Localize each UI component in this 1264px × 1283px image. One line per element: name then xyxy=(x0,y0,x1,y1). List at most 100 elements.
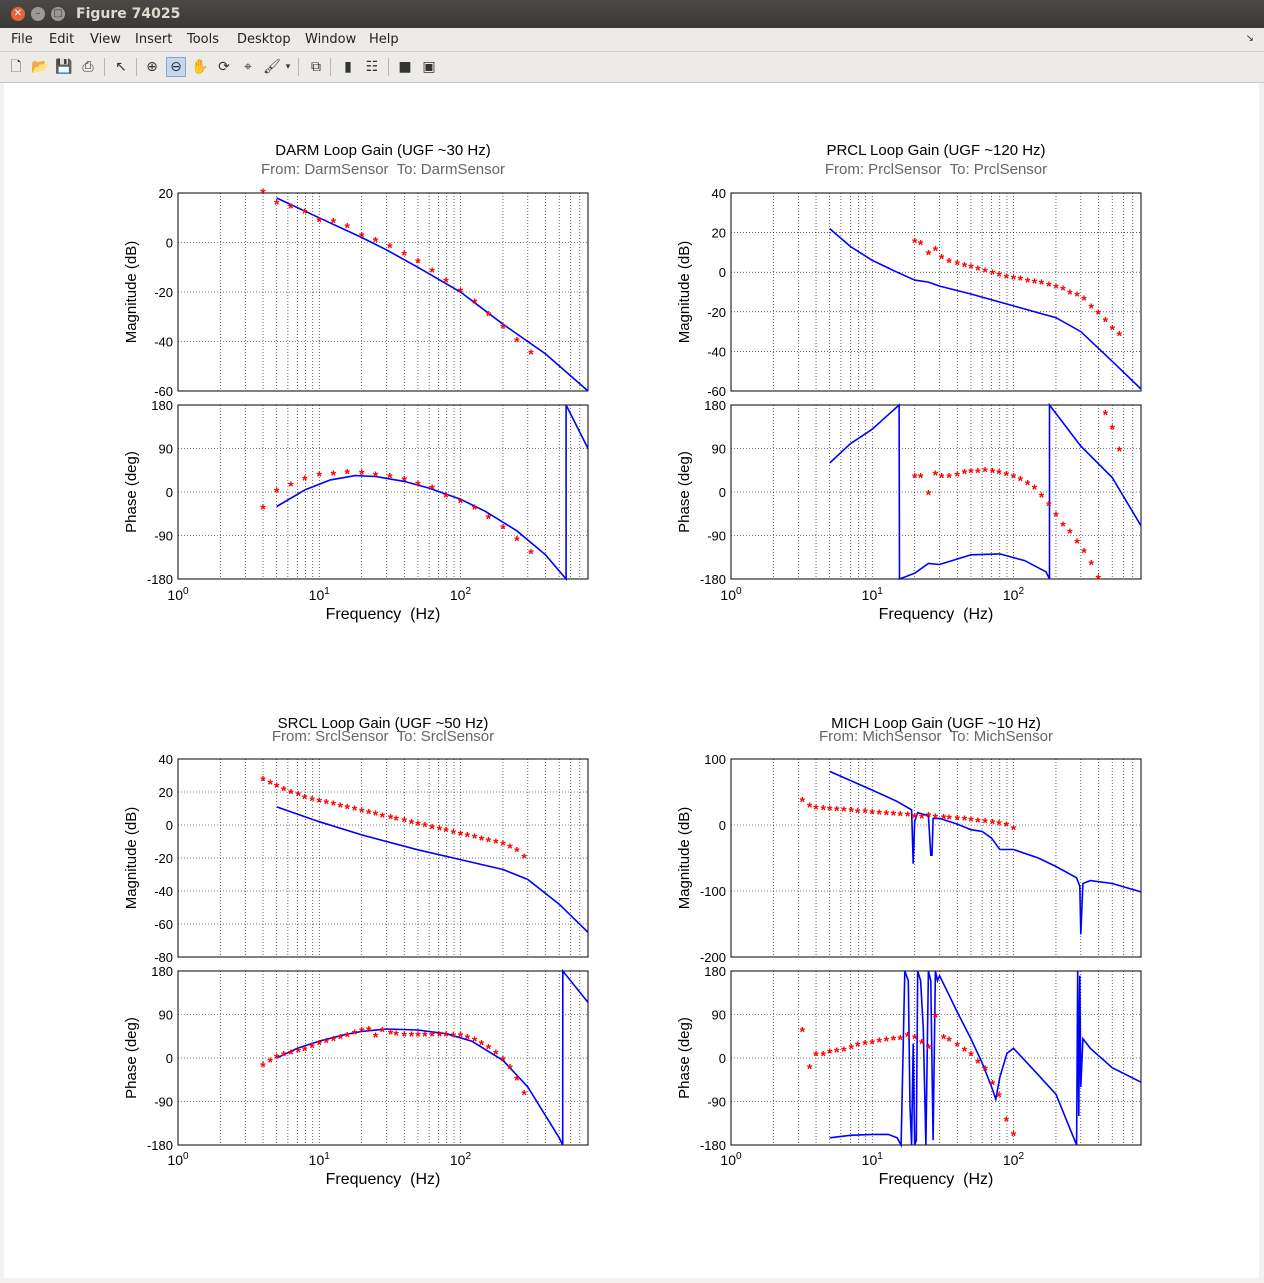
print-icon[interactable]: ⎙ xyxy=(82,59,94,75)
menu-view[interactable]: View xyxy=(90,32,121,47)
y-tick-label: 180 xyxy=(151,964,173,979)
measured-point: * xyxy=(366,1022,372,1038)
link-icon[interactable]: ⧉ xyxy=(311,59,321,75)
measured-point: * xyxy=(1067,525,1073,541)
menu-window[interactable]: Window xyxy=(305,32,357,47)
measured-point: * xyxy=(955,468,961,484)
measured-point: * xyxy=(268,776,274,792)
legend-icon[interactable]: ☷ xyxy=(365,59,379,75)
measured-point: * xyxy=(500,837,506,853)
measured-point: * xyxy=(1018,472,1024,488)
model-curve xyxy=(829,970,1142,1148)
measured-point: * xyxy=(891,807,897,823)
measured-point: * xyxy=(933,1009,939,1025)
measured-point: * xyxy=(933,467,939,483)
menu-desktop[interactable]: Desktop xyxy=(237,32,291,47)
measured-point: * xyxy=(422,1028,428,1044)
measured-point: * xyxy=(926,809,932,825)
pan-icon[interactable]: ✋ xyxy=(191,59,209,75)
measured-point: * xyxy=(919,810,925,826)
y-axis-label: Magnitude (dB) xyxy=(123,241,140,344)
measured-point: * xyxy=(409,815,415,831)
measured-point: * xyxy=(387,470,393,486)
pointer-icon[interactable]: ↖ xyxy=(115,59,127,75)
menu-edit[interactable]: Edit xyxy=(49,32,75,47)
rotate-icon[interactable]: ⟳ xyxy=(218,59,230,75)
maximize-window-icon[interactable]: □ xyxy=(51,7,65,21)
hide-plot-tools-icon[interactable]: ■ xyxy=(398,59,412,75)
measured-point: * xyxy=(443,274,449,290)
y-tick-label: 0 xyxy=(719,818,726,833)
measured-point: * xyxy=(996,1089,1002,1105)
measured-point: * xyxy=(288,786,294,802)
measured-point: * xyxy=(387,239,393,255)
measured-point: * xyxy=(302,472,308,488)
minimize-window-icon[interactable]: – xyxy=(31,7,45,21)
measured-point: * xyxy=(876,1034,882,1050)
measured-point: * xyxy=(402,472,408,488)
y-tick-label: 100 xyxy=(704,752,726,767)
measured-point: * xyxy=(281,1048,287,1064)
brush-dropdown-icon[interactable]: ▾ xyxy=(285,62,291,72)
y-tick-label: -20 xyxy=(707,305,726,320)
measured-point: * xyxy=(1081,292,1087,308)
measured-point: * xyxy=(345,1028,351,1044)
menu-bar: File Edit View Insert Tools Desktop Wind… xyxy=(0,28,1264,52)
x-tick-label: 102 xyxy=(450,586,472,603)
measured-point: * xyxy=(827,1045,833,1061)
measured-point: * xyxy=(1095,571,1101,587)
window-title: Figure 74025 xyxy=(76,6,181,22)
measured-point: * xyxy=(373,1029,379,1045)
measured-point: * xyxy=(500,320,506,336)
measured-point: * xyxy=(415,254,421,270)
model-curve xyxy=(276,197,589,392)
measured-point: * xyxy=(402,1028,408,1044)
measured-point: * xyxy=(493,1046,499,1062)
show-plot-tools-icon[interactable]: ▣ xyxy=(422,59,436,75)
measured-point: * xyxy=(288,200,294,216)
measured-point: * xyxy=(870,1036,876,1052)
y-tick-label: -80 xyxy=(154,950,173,965)
data-cursor-icon[interactable]: ⌖ xyxy=(244,59,252,75)
measured-point: * xyxy=(302,1042,308,1058)
measured-point: * xyxy=(260,772,266,788)
menu-file[interactable]: File xyxy=(11,32,33,47)
measured-point: * xyxy=(458,284,464,300)
y-tick-label: 0 xyxy=(166,485,173,500)
measured-point: * xyxy=(443,489,449,505)
brush-icon[interactable]: 🖌 xyxy=(263,59,281,75)
measured-point: * xyxy=(288,1046,294,1062)
y-tick-label: -40 xyxy=(154,335,173,350)
zoom-in-icon[interactable]: ⊕ xyxy=(146,59,158,75)
measured-point: * xyxy=(514,843,520,859)
measured-point: * xyxy=(352,802,358,818)
measured-point: * xyxy=(813,1048,819,1064)
measured-point: * xyxy=(422,819,428,835)
measured-point: * xyxy=(968,813,974,829)
measured-point: * xyxy=(912,1031,918,1047)
colorbar-icon[interactable]: ▮ xyxy=(344,59,352,75)
close-window-icon[interactable]: ✕ xyxy=(11,7,25,21)
measured-point: * xyxy=(500,1052,506,1068)
zoom-out-icon[interactable]: ⊖ xyxy=(166,57,186,77)
measured-point: * xyxy=(479,1036,485,1052)
measured-point: * xyxy=(1004,1113,1010,1129)
menu-insert[interactable]: Insert xyxy=(135,32,173,47)
measured-point: * xyxy=(331,1033,337,1049)
measured-point: * xyxy=(982,264,988,280)
measured-point: * xyxy=(1103,314,1109,330)
save-icon[interactable]: 💾 xyxy=(55,59,73,75)
menu-tools[interactable]: Tools xyxy=(187,32,220,47)
y-tick-label: -180 xyxy=(700,572,726,587)
menu-help[interactable]: Help xyxy=(369,32,399,47)
open-file-icon[interactable]: 📂 xyxy=(31,59,49,75)
y-tick-label: -180 xyxy=(147,1138,173,1153)
x-tick-label: 100 xyxy=(720,586,742,603)
dock-arrow-icon[interactable]: ↘ xyxy=(1245,33,1254,44)
new-figure-icon[interactable]: 🗋 xyxy=(10,59,22,75)
measured-point: * xyxy=(933,242,939,258)
measured-point: * xyxy=(975,1055,981,1071)
measured-point: * xyxy=(274,1050,280,1066)
measured-point: * xyxy=(402,814,408,830)
model-curve xyxy=(276,968,589,1146)
